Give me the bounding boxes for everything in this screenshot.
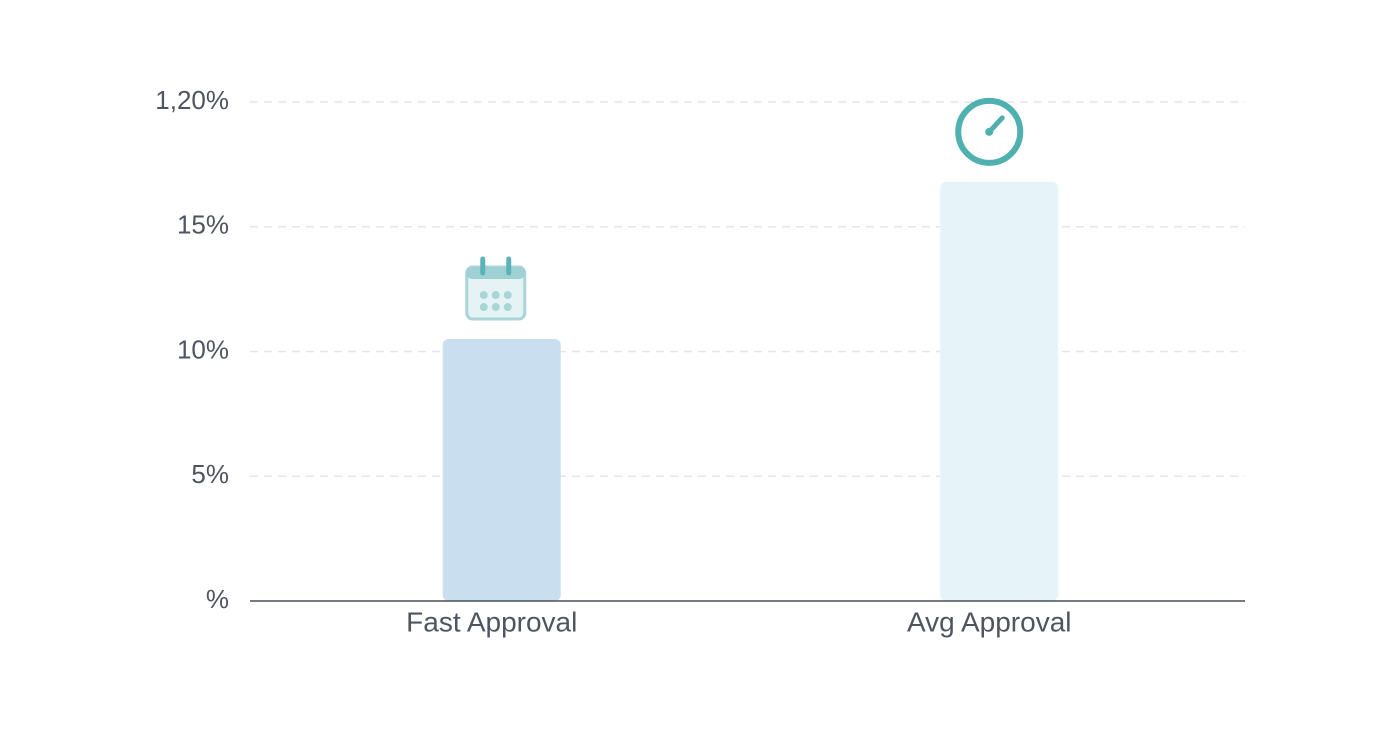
gauge-icon — [955, 97, 1024, 166]
icon-dot — [491, 291, 500, 300]
bar — [940, 181, 1059, 601]
bar — [442, 339, 561, 601]
icon-dot — [479, 291, 488, 300]
icon-dot — [479, 303, 488, 312]
y-tick-label: 5% — [191, 459, 229, 489]
icon-dot — [503, 303, 512, 312]
icon-hub — [985, 127, 994, 136]
y-tick-label: 1,20% — [155, 85, 229, 115]
calendar-icon — [465, 256, 527, 321]
y-tick-label: % — [206, 584, 229, 614]
icon-dot — [491, 303, 500, 312]
icon-dot — [503, 291, 512, 300]
y-tick-label: 15% — [177, 210, 229, 240]
x-tick-label: Avg Approval — [907, 606, 1072, 637]
x-tick-label: Fast Approval — [406, 606, 577, 637]
y-tick-label: 10% — [177, 334, 229, 364]
icon-header — [466, 267, 525, 280]
icon-ring — [955, 97, 1024, 166]
